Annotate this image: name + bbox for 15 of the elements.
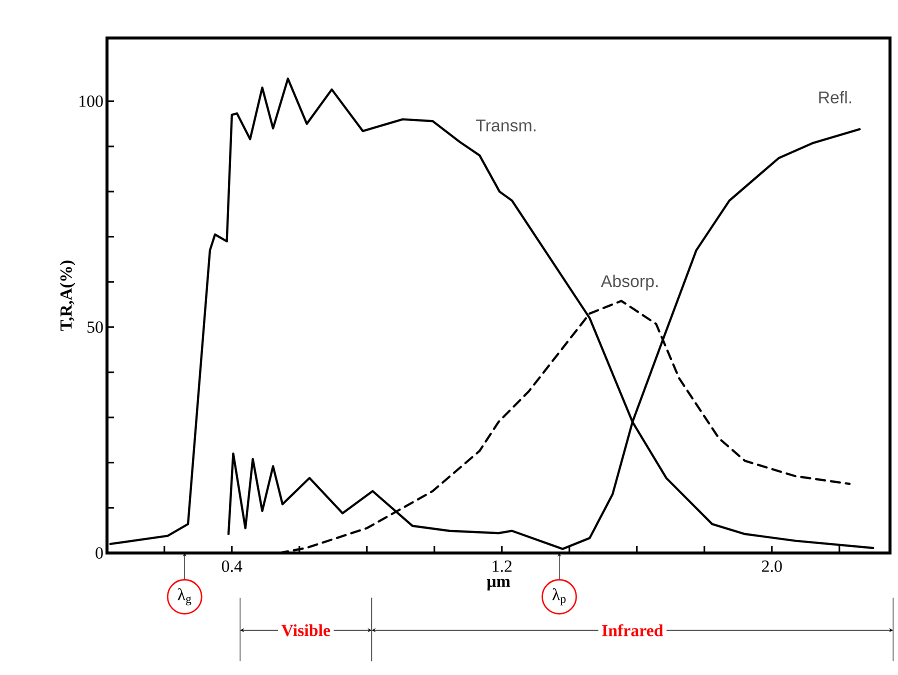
- y-tick-label: 100: [80, 96, 103, 107]
- y-tick-label: 50: [88, 321, 103, 333]
- x-tick-label: 1.2: [492, 560, 512, 572]
- y-tick-label: 0: [96, 547, 103, 559]
- x-tick-label: 0.4: [222, 560, 242, 572]
- annotation: λ$_{g}$: [178, 588, 192, 606]
- text: Infrared: [602, 624, 664, 636]
- series-label: Absorp.: [600, 274, 658, 291]
- annotation: λ$_{p}$: [552, 588, 566, 606]
- x-tick-label: 2.0: [762, 560, 782, 572]
- series-label: Refl.: [819, 91, 852, 104]
- y-axis-title: T,R,A(%): [60, 260, 76, 331]
- series-label: Transm.: [476, 120, 536, 132]
- x-axis-title: µm: [486, 578, 510, 590]
- text: Visible: [281, 624, 330, 636]
